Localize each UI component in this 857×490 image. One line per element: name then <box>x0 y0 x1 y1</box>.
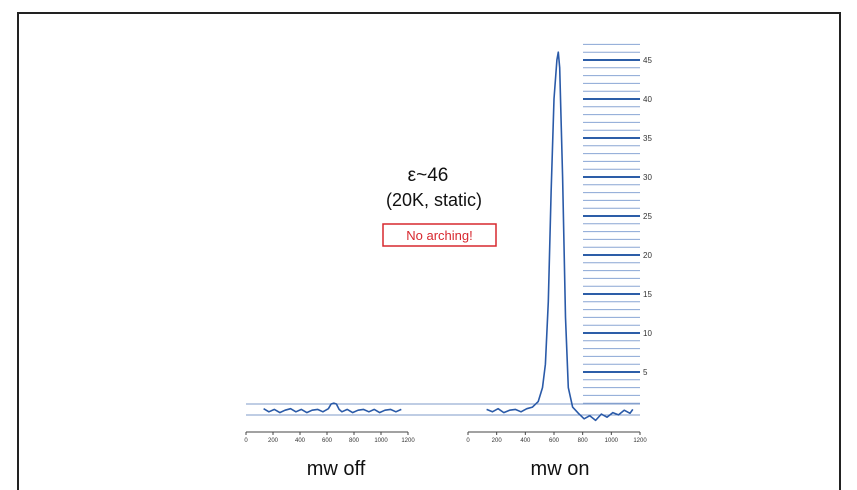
x-tick-label: 600 <box>549 438 560 444</box>
spectral-traces <box>263 51 634 422</box>
scale-tick-label: 15 <box>643 290 652 299</box>
baseline-guides <box>246 403 640 416</box>
scale-tick-label: 45 <box>643 56 652 65</box>
slide-frame <box>17 12 841 490</box>
mw-off-label: mw off <box>307 458 366 480</box>
enhancement-label: ε~46 <box>408 165 449 186</box>
x-tick-label: 200 <box>268 438 279 444</box>
x-tick-label: 800 <box>578 438 589 444</box>
x-tick-label: 400 <box>520 438 531 444</box>
x-tick-label: 0 <box>466 438 470 444</box>
x-tick-label: 1200 <box>633 438 647 444</box>
no-arching-note: No arching! <box>406 228 472 243</box>
scale-tick-label: 10 <box>643 329 652 338</box>
no-arching-box <box>382 223 497 247</box>
scale-tick-label: 35 <box>643 134 652 143</box>
scale-tick-label: 5 <box>643 368 648 377</box>
conditions-label: (20K, static) <box>386 190 482 210</box>
x-tick-label: 0 <box>244 438 248 444</box>
x-tick-label: 200 <box>492 438 503 444</box>
mw-off-trace <box>263 402 402 414</box>
mw-on-label: mw on <box>531 458 590 480</box>
x-tick-label: 600 <box>322 438 333 444</box>
mw-on-trace <box>486 51 634 422</box>
x-tick-label: 1000 <box>374 438 388 444</box>
enhancement-scale: 5 10 15 20 25 30 35 40 45 <box>583 43 652 404</box>
x-tick-label: 1000 <box>605 438 619 444</box>
x-tick-label: 1200 <box>401 438 415 444</box>
scale-tick-label: 25 <box>643 212 652 221</box>
x-axes: 0 200 400 600 800 1000 1200 0 200 400 600 800 1000 12… <box>244 431 647 444</box>
scale-tick-label: 40 <box>643 95 652 104</box>
x-tick-label: 800 <box>349 438 360 444</box>
x-tick-label: 400 <box>295 438 306 444</box>
scale-tick-label: 20 <box>643 251 652 260</box>
scale-tick-label: 30 <box>643 173 652 182</box>
